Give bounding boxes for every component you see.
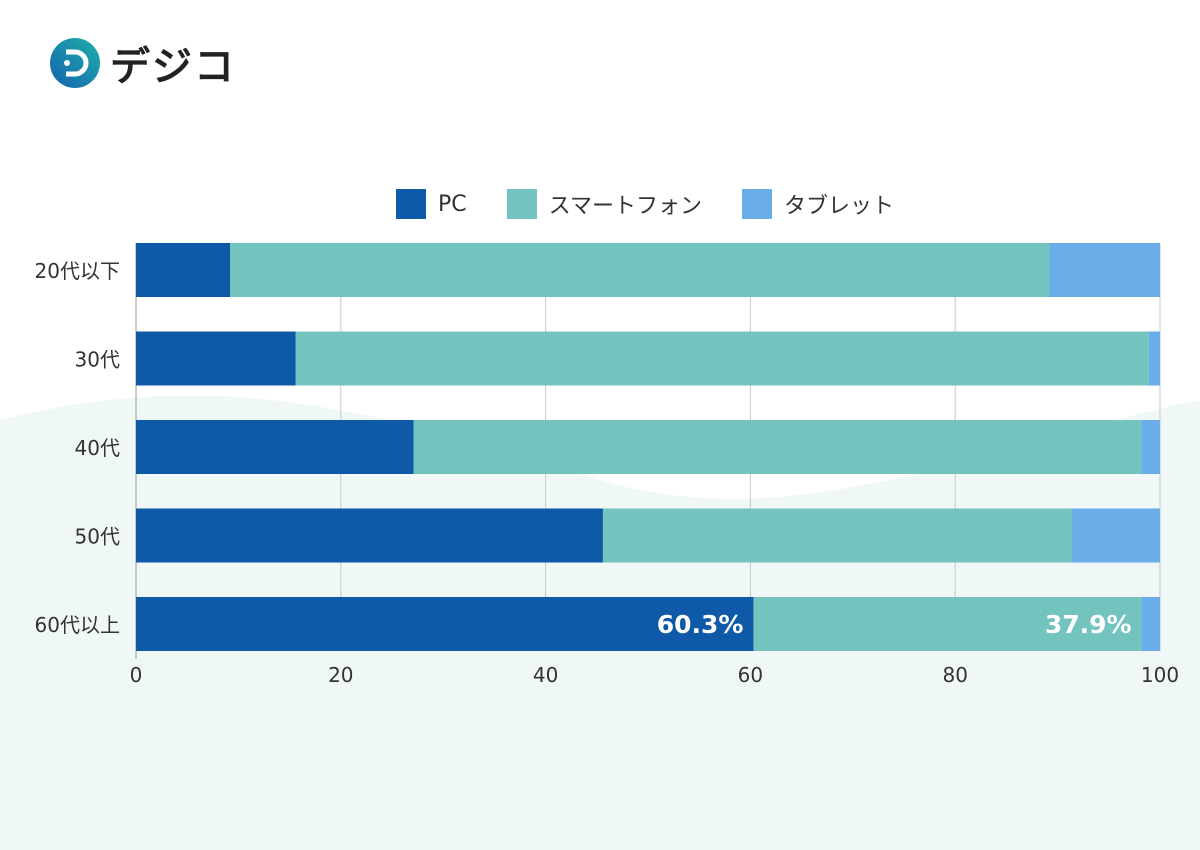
data-label: 37.9% <box>1045 610 1132 639</box>
x-tick-label: 20 <box>328 663 353 687</box>
bar-smartphone <box>413 420 1142 474</box>
bar-tablet <box>1049 243 1160 297</box>
data-label: 60.3% <box>657 610 744 639</box>
y-category-label: 30代 <box>75 348 120 372</box>
bar-smartphone <box>753 597 1142 651</box>
x-tick-label: 60 <box>738 663 763 687</box>
logo-d-icon <box>50 38 100 88</box>
logo: デジコ <box>50 34 236 92</box>
y-category-label: 20代以下 <box>35 259 120 283</box>
x-tick-label: 80 <box>942 663 967 687</box>
legend-swatch-smartphone <box>506 189 537 219</box>
bar-pc <box>136 420 414 474</box>
bar-pc <box>136 331 296 386</box>
x-tick-label: 40 <box>533 663 558 687</box>
y-category-label: 50代 <box>75 525 120 549</box>
bar-tablet <box>1141 420 1160 474</box>
legend: PC スマートフォン タブレット <box>0 188 1200 220</box>
legend-label-pc: PC <box>438 191 467 217</box>
bar-tablet <box>1071 508 1160 563</box>
legend-label-tablet: タブレット <box>783 194 894 219</box>
bar-pc <box>136 243 231 297</box>
bar-tablet <box>1141 597 1160 651</box>
bar-smartphone <box>602 508 1072 563</box>
bar-smartphone <box>230 243 1050 297</box>
x-tick-label: 0 <box>130 663 143 687</box>
legend-label-smartphone: スマートフォン <box>548 194 702 219</box>
legend-swatch-pc <box>396 189 426 219</box>
y-category-label: 60代以上 <box>35 613 120 637</box>
bar-pc <box>136 508 603 563</box>
logo-text: デジコ <box>110 44 236 90</box>
x-tick-label: 100 <box>1141 663 1179 687</box>
bar-smartphone <box>295 331 1149 386</box>
legend-item-pc: PC <box>396 188 467 220</box>
legend-item-tablet: タブレット <box>741 188 894 220</box>
bar-tablet <box>1148 331 1160 386</box>
bar-pc <box>136 597 754 651</box>
legend-swatch-tablet <box>741 189 772 219</box>
legend-item-smartphone: スマートフォン <box>506 188 702 220</box>
y-category-label: 40代 <box>75 436 120 460</box>
